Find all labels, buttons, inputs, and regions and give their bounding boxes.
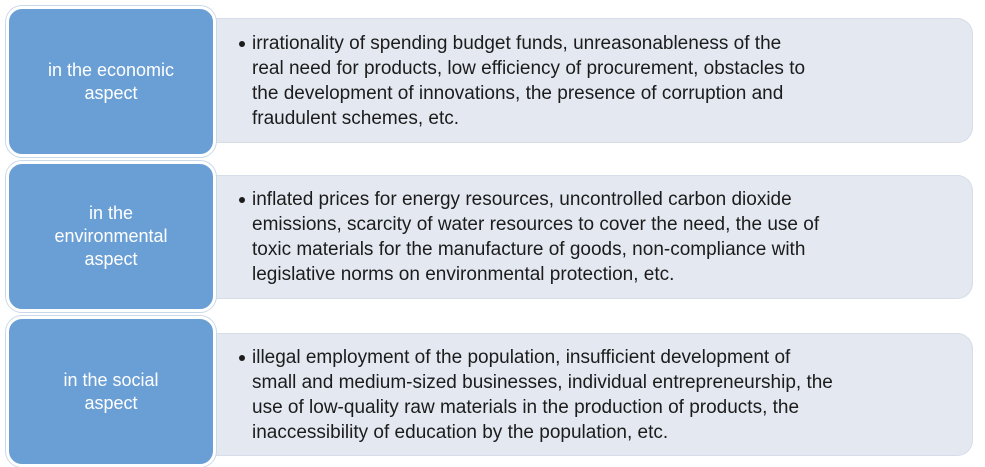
bullet [239, 354, 245, 361]
detail-text: inaccessibility of education by the popu… [252, 421, 669, 443]
aspect-box: in the environmental aspect [6, 161, 216, 312]
aspect-label: in the economic [47, 59, 175, 80]
bullet [239, 40, 245, 47]
detail-box: illegal employment of the population, in… [200, 333, 973, 456]
aspect-box: in the social aspect [6, 316, 216, 467]
detail-text: use of low-quality raw materials in the … [252, 396, 800, 418]
detail-text: illegal employment of the population, in… [239, 345, 973, 370]
aspect-label: aspect [84, 392, 138, 413]
detail-text: real need for products, low efficiency o… [252, 57, 806, 79]
detail-text: irrationality of spending budget funds, … [239, 31, 973, 56]
detail-box: inflated prices for energy resources, un… [200, 175, 973, 299]
detail-text: fraudulent schemes, etc. [252, 107, 459, 129]
aspect-label: aspect [84, 249, 138, 269]
detail-text: inflated prices for energy resources, un… [239, 187, 973, 212]
detail-text: the development of innovations, the pres… [252, 82, 784, 104]
aspect-label: in the [88, 203, 134, 223]
aspect-label: environmental [54, 226, 168, 246]
detail-text: toxic materials for the manufacture of g… [252, 239, 806, 260]
bullet [239, 197, 245, 203]
aspect-label: in the social [63, 369, 159, 390]
aspect-label: aspect [84, 82, 138, 103]
detail-text: legislative norms on environmental prote… [252, 264, 675, 285]
aspect-box: in the economic aspect [6, 6, 216, 157]
detail-box: irrationality of spending budget funds, … [200, 18, 973, 143]
detail-text: small and medium-sized businesses, indiv… [252, 371, 833, 393]
detail-text: emissions, scarcity of water resources t… [252, 214, 820, 235]
